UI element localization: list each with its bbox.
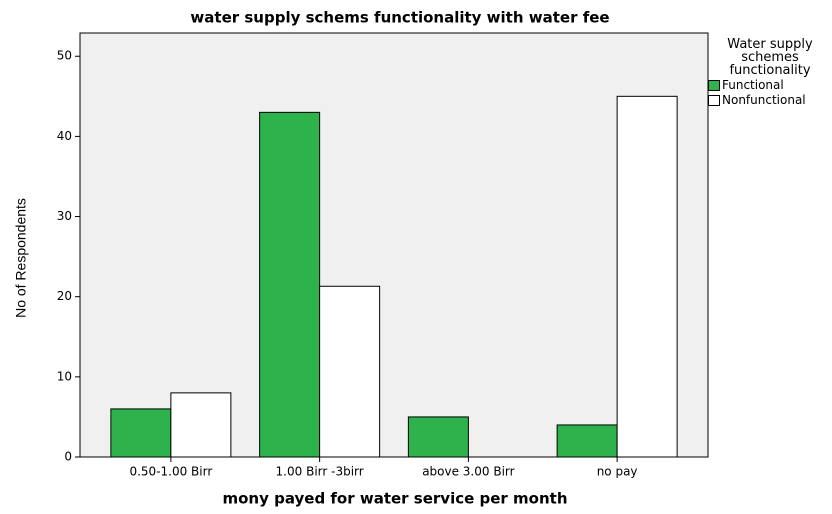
x-tick-label: above 3.00 Birr (422, 465, 514, 479)
legend-title: Water supply schemes functionality (727, 37, 813, 78)
y-tick-label: 10 (57, 369, 72, 383)
y-tick-label: 20 (57, 289, 72, 303)
legend-label: Functional (722, 78, 784, 92)
plot-area (79, 32, 709, 458)
legend-label: Nonfunctional (722, 93, 806, 107)
legend: Water supply schemes functionality Funct… (708, 38, 832, 107)
y-tick-label: 40 (57, 129, 72, 143)
bar (319, 285, 381, 458)
legend-swatch (708, 79, 720, 91)
bar (407, 416, 469, 458)
bar (110, 408, 172, 458)
bar (616, 95, 678, 458)
y-tick-label: 0 (64, 450, 72, 464)
y-tick-label: 50 (57, 49, 72, 63)
x-tick-label: no pay (597, 465, 638, 479)
legend-item: Functional (708, 78, 832, 92)
y-axis-label: No of Respondents (13, 198, 29, 318)
x-axis-label: mony payed for water service per month (222, 490, 567, 508)
x-tick-label: 1.00 Birr -3birr (276, 465, 364, 479)
y-tick-label: 30 (57, 209, 72, 223)
bar (556, 424, 618, 458)
bar (170, 392, 232, 458)
legend-item: Nonfunctional (708, 93, 832, 107)
x-tick-label: 0.50-1.00 Birr (129, 465, 212, 479)
legend-swatch (708, 94, 720, 106)
chart-title: water supply schems functionality with w… (190, 9, 609, 27)
bar (259, 111, 321, 458)
